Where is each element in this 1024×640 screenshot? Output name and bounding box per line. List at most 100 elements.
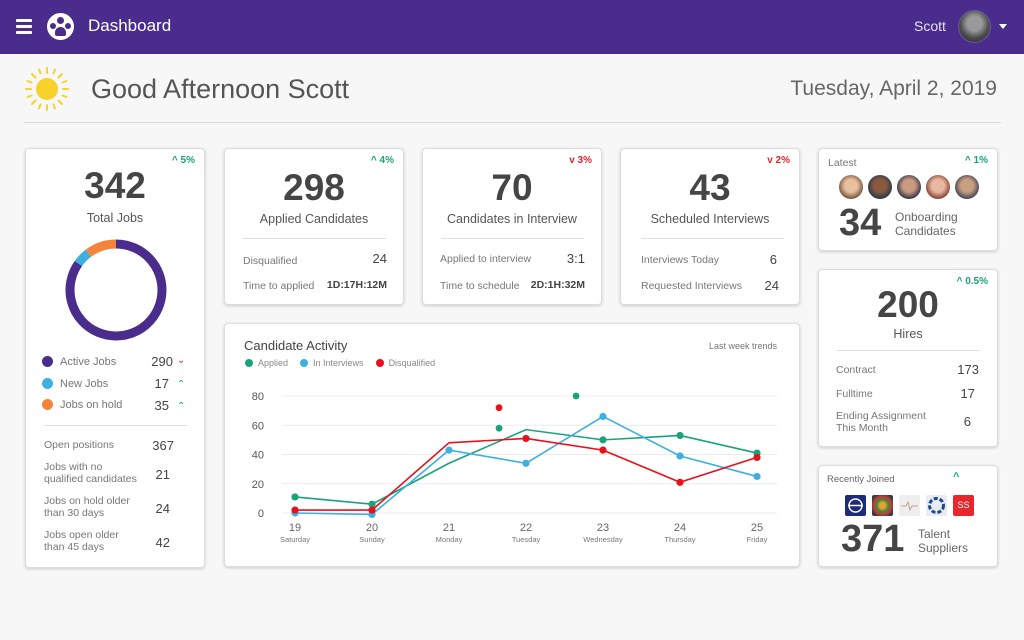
talent-suppliers-card[interactable]: Recently Joined ^ SS 371 Talent Supplier… [818, 465, 998, 567]
data-point[interactable] [368, 506, 376, 514]
onboarding-value: 34 [839, 202, 882, 244]
data-point[interactable] [522, 434, 530, 443]
data-point[interactable] [291, 506, 299, 514]
app-title: Dashboard [88, 16, 172, 35]
row-value: 6 [963, 414, 971, 429]
trend-badge: ^ 0.5% [956, 276, 988, 287]
row-label: Time to schedule [440, 280, 520, 292]
y-tick-label: 60 [252, 420, 264, 432]
candidates-in-interview-card[interactable]: v 3% 70 Candidates in Interview Applied … [422, 148, 602, 305]
data-point[interactable] [599, 412, 607, 421]
legend-label: Active Jobs [60, 356, 117, 368]
y-tick-label: 20 [252, 479, 264, 491]
supplier-logo-swirl[interactable] [926, 495, 947, 516]
data-point[interactable] [522, 459, 530, 467]
divider [641, 238, 784, 239]
legend-in-interviews[interactable]: In Interviews [300, 358, 364, 368]
donut-segment-active-jobs[interactable] [65, 239, 167, 341]
hires-label: Hires [893, 327, 923, 341]
legend-applied[interactable]: Applied [245, 358, 288, 368]
data-point[interactable] [676, 478, 684, 486]
row-label: Time to applied [243, 280, 315, 292]
extra-data-point[interactable] [495, 424, 503, 432]
trend-badge: ^ 1% [964, 155, 988, 166]
legend-label: Disqualified [388, 358, 436, 368]
row-value: 2D:1H:32M [530, 279, 585, 291]
candidate-avatar[interactable] [897, 175, 921, 199]
candidate-activity-card[interactable]: Candidate Activity Last week trends Appl… [224, 323, 800, 567]
data-point[interactable] [599, 436, 607, 444]
onboarding-label-line1: Onboarding [895, 210, 958, 224]
interview-value: 70 [491, 167, 533, 208]
row-label: Ending Assignment This Month [836, 410, 926, 434]
extra-data-point[interactable] [572, 392, 580, 400]
candidate-avatar[interactable] [868, 175, 892, 199]
x-tick-label: 19 [289, 522, 301, 534]
donut-segment-new-jobs[interactable] [74, 249, 92, 267]
divider [441, 238, 584, 239]
x-sublabel: Friday [747, 535, 768, 544]
row-label: Interviews Today [641, 254, 720, 266]
data-point[interactable] [368, 500, 376, 508]
candidate-avatar[interactable] [839, 175, 863, 199]
x-sublabel: Sunday [359, 535, 385, 544]
chevron-up-icon: ⌃ [177, 379, 186, 390]
series-line-disqualified [295, 437, 758, 511]
candidate-avatar[interactable] [926, 175, 950, 199]
scheduled-label: Scheduled Interviews [650, 212, 770, 226]
data-point[interactable] [599, 446, 607, 454]
data-point[interactable] [753, 472, 761, 481]
app-logo-icon [47, 13, 74, 40]
applied-candidates-card[interactable]: ^ 4% 298 Applied Candidates Disqualified… [224, 148, 404, 305]
chevron-down-icon: ⌄ [177, 355, 186, 366]
caret-down-icon[interactable] [999, 24, 1007, 29]
applied-label: Applied Candidates [259, 212, 369, 226]
x-tick-label: 21 [443, 522, 455, 534]
menu-icon[interactable] [16, 19, 32, 34]
x-sublabel: Saturday [280, 535, 310, 544]
candidate-activity-line-chart: 02040608019Saturday20Sunday21Monday22Tue… [252, 391, 777, 544]
user-avatar[interactable] [958, 10, 991, 43]
data-point[interactable] [676, 431, 684, 440]
total-jobs-card[interactable]: ^ 5% 342 Total Jobs Active Jobs 290 ⌄ Ne… [25, 148, 205, 568]
row-value: 24 [764, 278, 779, 293]
data-point[interactable] [445, 446, 453, 454]
x-sublabel: Monday [436, 535, 463, 544]
x-tick-label: 25 [751, 522, 763, 534]
top-bar: Dashboard Scott [0, 0, 1024, 54]
supplier-logo-ss[interactable]: SS [953, 495, 974, 516]
legend-value: 35 [154, 398, 169, 413]
total-jobs-value: 342 [84, 165, 146, 206]
onboarding-card[interactable]: Latest ^ 1% 34 Onboarding Candidates [818, 148, 998, 251]
divider [44, 425, 187, 426]
data-point[interactable] [291, 493, 299, 501]
legend-dot [42, 378, 53, 389]
stat-value: 21 [155, 467, 170, 482]
y-tick-label: 40 [252, 450, 264, 462]
x-sublabel: Thursday [664, 535, 696, 544]
donut-segment-jobs-on-hold[interactable] [85, 239, 117, 257]
data-point[interactable] [753, 453, 761, 462]
row-value: 1D:17H:12M [326, 279, 387, 291]
extra-data-point[interactable] [495, 404, 503, 412]
suppliers-label-line2: Suppliers [918, 541, 969, 555]
x-tick-label: 22 [520, 522, 532, 534]
stat-value: 24 [155, 501, 170, 516]
user-name[interactable]: Scott [914, 18, 946, 34]
greeting-text: Good Afternoon Scott [91, 74, 350, 104]
supplier-logo-pulse[interactable] [899, 495, 920, 516]
legend-disqualified[interactable]: Disqualified [375, 358, 436, 368]
legend-value: 17 [154, 376, 169, 391]
supplier-logo-mosaic[interactable] [872, 495, 893, 516]
supplier-logo-globe[interactable] [845, 495, 866, 516]
y-tick-label: 80 [252, 391, 264, 403]
hires-value: 200 [877, 284, 939, 325]
stat-label: Jobs with no qualified candidates [44, 461, 137, 485]
legend-label: Jobs on hold [60, 399, 123, 411]
candidate-avatar[interactable] [955, 175, 979, 199]
data-point[interactable] [676, 452, 684, 460]
scheduled-interviews-card[interactable]: v 2% 43 Scheduled Interviews Interviews … [620, 148, 800, 305]
hires-card[interactable]: ^ 0.5% 200 Hires Contract 173 Fulltime 1… [818, 269, 998, 447]
stat-label: Open positions [44, 439, 115, 451]
row-value: 6 [769, 252, 777, 267]
